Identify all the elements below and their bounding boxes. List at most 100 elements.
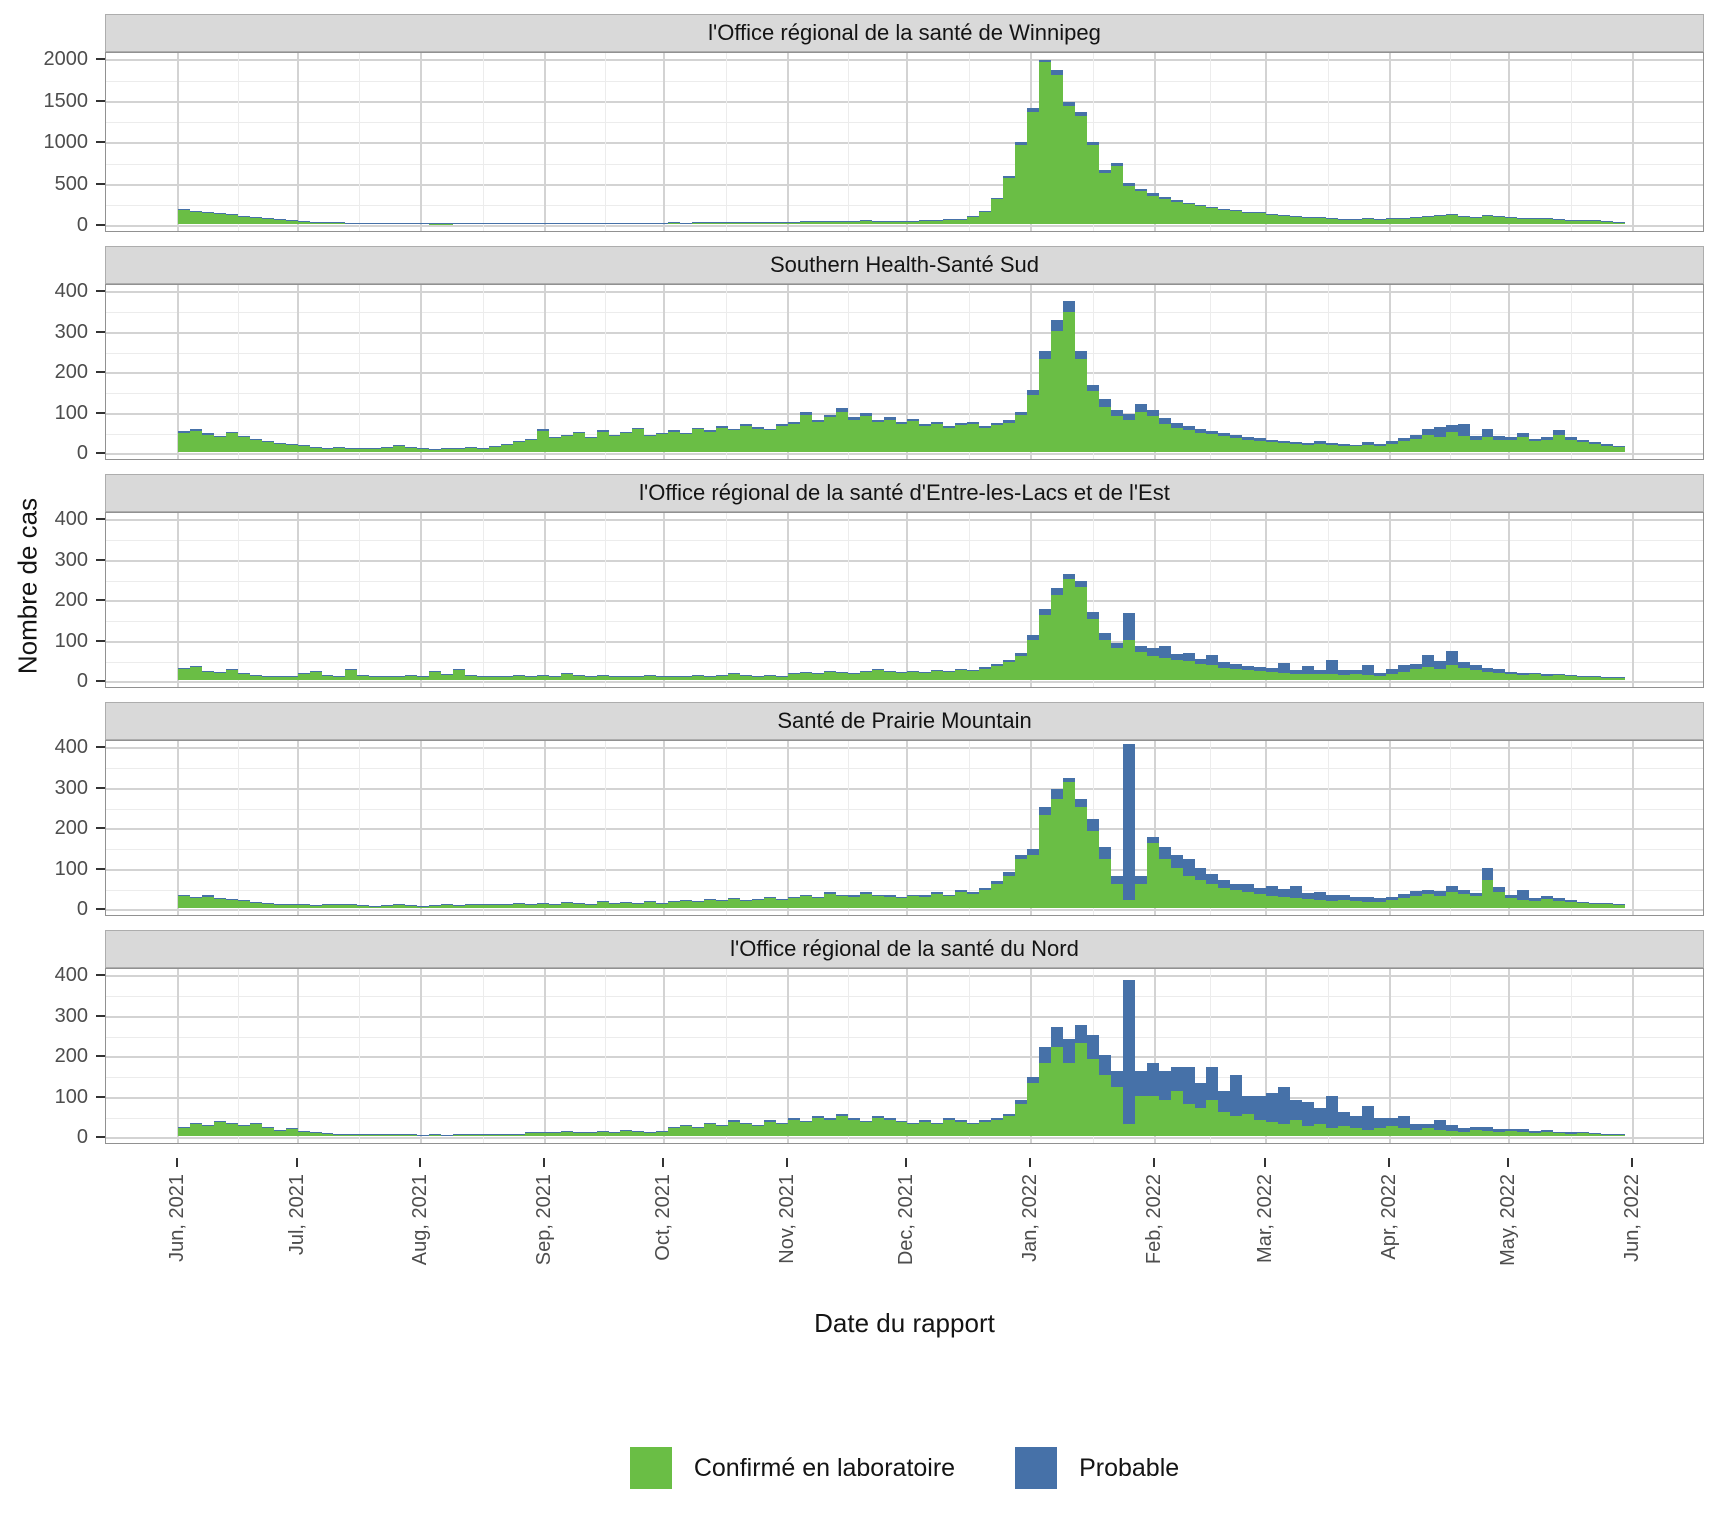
bar-segment-confirmed	[1039, 358, 1051, 452]
bar-segment-confirmed	[1505, 439, 1518, 452]
bar-segment-confirmed	[1170, 1091, 1183, 1136]
bar-segment-probable	[1134, 645, 1147, 652]
bar-segment-probable	[178, 894, 190, 896]
bar-segment-confirmed	[740, 900, 753, 908]
bar-segment-probable	[1039, 1046, 1051, 1064]
x-tick-label: Mar, 2022	[1254, 1174, 1277, 1263]
bar-segment-confirmed	[740, 675, 753, 680]
y-tick-label: 400	[54, 736, 88, 758]
x-tick-label: Jun, 2021	[166, 1174, 188, 1262]
bar-segment-probable	[1589, 675, 1602, 677]
bar-segment-probable	[740, 1122, 753, 1124]
bar-segment-probable	[823, 414, 836, 418]
bar-segment-confirmed	[189, 211, 202, 224]
bar-segment-confirmed	[704, 431, 717, 452]
gridline-major-h	[106, 519, 1703, 521]
gridline-minor-v	[847, 285, 849, 459]
bar-segment-probable	[752, 1125, 764, 1126]
bar-segment-probable	[1565, 1131, 1578, 1134]
bar-segment-probable	[1015, 652, 1028, 656]
bar-segment-probable	[1373, 672, 1386, 676]
bar-segment-confirmed	[1039, 615, 1051, 680]
bar-segment-probable	[991, 423, 1004, 426]
gridline-major-v	[177, 969, 179, 1143]
bar-segment-probable	[1577, 901, 1590, 904]
bar-segment-confirmed	[1254, 893, 1267, 908]
bar-segment-confirmed	[1074, 358, 1087, 452]
bar-segment-confirmed	[201, 896, 214, 908]
bar-segment-probable	[799, 671, 812, 673]
bar-segment-confirmed	[1469, 669, 1482, 680]
bar-segment-confirmed	[1493, 672, 1506, 680]
bar-segment-confirmed	[1302, 673, 1315, 680]
bar-segment-probable	[1314, 440, 1327, 444]
bar-segment-probable	[1039, 350, 1051, 359]
bar-segment-confirmed	[728, 1121, 741, 1136]
bar-segment-confirmed	[584, 1132, 597, 1136]
gridline-minor-v	[726, 741, 728, 915]
gridline-minor-v	[482, 285, 484, 459]
gridline-minor-v	[482, 741, 484, 915]
bar-segment-confirmed	[1110, 415, 1123, 452]
bar-segment-probable	[1098, 847, 1111, 860]
x-tick-mark	[419, 1158, 422, 1167]
bar-segment-confirmed	[321, 222, 334, 224]
bar-segment-confirmed	[1326, 1127, 1338, 1136]
gridline-minor-v	[1571, 285, 1573, 459]
bar-segment-confirmed	[943, 219, 956, 224]
bar-segment-probable	[1158, 418, 1171, 424]
bar-segment-confirmed	[1086, 391, 1099, 452]
y-tick-label: 200	[54, 589, 88, 611]
gridline-major-h	[106, 412, 1703, 415]
bar-segment-confirmed	[1385, 218, 1398, 224]
gridline-major-h	[106, 909, 1703, 911]
bar-segment-confirmed	[249, 217, 262, 224]
bar-segment-confirmed	[895, 672, 908, 680]
bar-segment-probable	[1349, 896, 1362, 901]
bar-segment-confirmed	[740, 426, 753, 452]
bar-segment-probable	[1254, 212, 1267, 214]
facet-panel: l'Office régional de la santé d'Entre-le…	[0, 474, 1728, 691]
bar-segment-confirmed	[476, 1133, 489, 1136]
gridline-major-v	[420, 285, 423, 459]
bar-segment-confirmed	[1098, 639, 1111, 680]
bar-segment-probable	[847, 417, 860, 420]
bar-segment-probable	[931, 1122, 944, 1124]
bar-segment-confirmed	[285, 220, 298, 224]
bar-segment-confirmed	[907, 671, 920, 680]
bar-segment-confirmed	[536, 430, 549, 452]
bar-segment-confirmed	[1553, 219, 1566, 224]
bar-segment-confirmed	[680, 1125, 693, 1136]
bar-segment-confirmed	[1194, 206, 1207, 224]
legend-item: Confirmé en laboratoire	[629, 1447, 955, 1489]
bar-segment-probable	[883, 671, 896, 672]
gridline-major-h	[106, 868, 1703, 871]
bar-segment-confirmed	[309, 221, 322, 224]
bar-segment-probable	[1015, 411, 1028, 415]
bar-segment-confirmed	[1397, 897, 1410, 908]
bar-segment-confirmed	[381, 223, 394, 224]
bar-segment-confirmed	[1170, 659, 1183, 680]
bar-segment-probable	[907, 418, 920, 422]
bar-segment-probable	[1146, 409, 1159, 417]
bar-segment-confirmed	[752, 1125, 764, 1136]
bar-segment-probable	[1469, 665, 1482, 670]
bar-segment-confirmed	[1385, 673, 1398, 680]
x-tick-mark	[1631, 1158, 1633, 1167]
bar-segment-confirmed	[1062, 106, 1075, 224]
bar-segment-probable	[1194, 204, 1207, 207]
bar-segment-confirmed	[1421, 435, 1434, 452]
x-tick-mark	[662, 1158, 665, 1167]
bar-segment-confirmed	[1613, 1134, 1626, 1136]
gridline-minor-h	[106, 393, 1703, 395]
bar-segment-probable	[1517, 889, 1530, 900]
bar-segment-confirmed	[237, 437, 250, 452]
bar-segment-confirmed	[632, 222, 645, 224]
bar-segment-confirmed	[1541, 439, 1554, 452]
bar-segment-confirmed	[596, 1131, 609, 1136]
bar-segment-confirmed	[1218, 209, 1231, 224]
y-tick-label: 400	[54, 964, 88, 986]
x-tick-label: Oct, 2021	[652, 1174, 675, 1261]
facet-strip: l'Office régional de la santé de Winnipe…	[105, 14, 1704, 52]
y-tick-mark	[96, 371, 105, 373]
